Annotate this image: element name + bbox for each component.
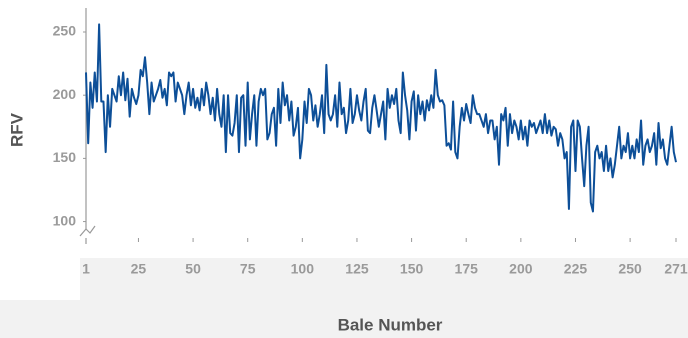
y-tick-label: 150 (53, 149, 77, 165)
x-tick-label: 150 (400, 261, 424, 277)
footer-band (80, 258, 688, 338)
data-line (85, 23, 677, 213)
x-tick-label: 175 (455, 261, 479, 277)
x-tick-label: 50 (185, 261, 201, 277)
axis-break (79, 225, 96, 237)
x-tick-label: 25 (131, 261, 147, 277)
x-tick-label: 225 (564, 261, 588, 277)
y-tick-label: 100 (53, 212, 77, 228)
y-axis-title: RFV (7, 112, 26, 147)
x-tick-label: 271 (664, 261, 688, 277)
x-tick-label: 1 (82, 261, 90, 277)
x-tick-label: 100 (291, 261, 315, 277)
y-tick-label: 250 (53, 23, 77, 39)
y-tick-label: 200 (53, 86, 77, 102)
footer-band (0, 300, 80, 338)
x-tick-label: 125 (345, 261, 369, 277)
x-axis-title: Bale Number (338, 315, 443, 334)
x-tick-label: 200 (509, 261, 533, 277)
x-tick-label: 250 (618, 261, 642, 277)
x-tick-label: 75 (240, 261, 256, 277)
